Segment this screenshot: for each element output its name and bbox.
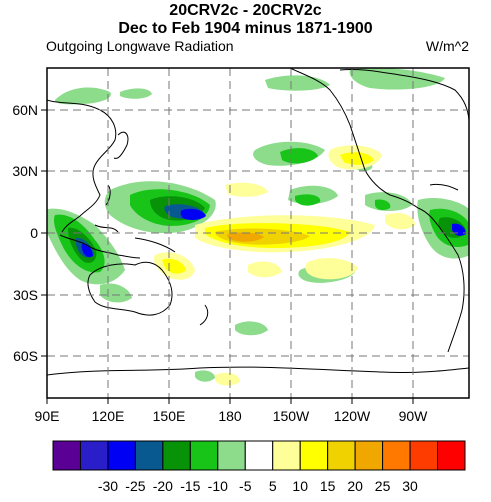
orange-regions bbox=[227, 232, 264, 242]
title-line-2: Dec to Feb 1904 minus 1871-1900 bbox=[118, 20, 373, 37]
colorbar-label: -5 bbox=[239, 478, 252, 494]
lon-label: 150E bbox=[153, 408, 186, 424]
colorbar-label: 30 bbox=[402, 478, 418, 494]
anomaly-shading bbox=[47, 68, 469, 386]
colorbar-label: -30 bbox=[98, 478, 118, 494]
colorbar bbox=[52, 440, 466, 471]
lat-label: 30S bbox=[13, 287, 38, 303]
colorbar-swatch bbox=[409, 440, 439, 471]
colorbar-label: 5 bbox=[269, 478, 277, 494]
units-label: W/m^2 bbox=[425, 38, 469, 54]
colorbar-swatch bbox=[52, 440, 81, 471]
axis-ticks bbox=[41, 109, 414, 404]
colorbar-swatch bbox=[272, 440, 301, 471]
colorbar-swatch bbox=[217, 440, 246, 471]
lat-label: 60N bbox=[12, 102, 38, 118]
colorbar-label: 15 bbox=[320, 478, 336, 494]
colorbar-swatch bbox=[382, 440, 411, 471]
colorbar-label: -15 bbox=[180, 478, 200, 494]
gridlines bbox=[47, 68, 469, 398]
lat-label: 0 bbox=[30, 225, 38, 241]
lon-label: 90W bbox=[399, 408, 429, 424]
colorbar-label: -20 bbox=[153, 478, 173, 494]
colorbar-label: -25 bbox=[125, 478, 145, 494]
lon-label: 90E bbox=[35, 408, 60, 424]
light-yellow-regions bbox=[153, 145, 415, 386]
colorbar-label: 10 bbox=[292, 478, 308, 494]
lon-label: 120W bbox=[334, 408, 371, 424]
latitude-labels: 60N 30N 0 30S 60S bbox=[12, 102, 38, 364]
colorbar-labels: -30 -25 -20 -15 -10 -5 5 10 15 20 25 30 bbox=[98, 478, 418, 494]
colorbar-swatch bbox=[354, 440, 384, 471]
colorbar-swatch bbox=[189, 440, 219, 471]
title-line-1: 20CRV2c - 20CRV2c bbox=[169, 2, 322, 19]
colorbar-swatch bbox=[162, 440, 191, 471]
colorbar-label: 25 bbox=[375, 478, 391, 494]
colorbar-swatch bbox=[107, 440, 136, 471]
colorbar-swatch bbox=[327, 440, 356, 471]
colorbar-swatch bbox=[134, 440, 164, 471]
colorbar-label: -10 bbox=[208, 478, 228, 494]
variable-name: Outgoing Longwave Radiation bbox=[46, 38, 234, 54]
lon-label: 120E bbox=[92, 408, 125, 424]
colorbar-swatch bbox=[299, 440, 329, 471]
longitude-labels: 90E 120E 150E 180 150W 120W 90W bbox=[35, 408, 429, 424]
lon-label: 180 bbox=[218, 408, 242, 424]
colorbar-swatch bbox=[437, 440, 466, 471]
lat-label: 30N bbox=[12, 163, 38, 179]
lon-label: 150W bbox=[273, 408, 310, 424]
colorbar-swatch bbox=[244, 440, 274, 471]
lat-label: 60S bbox=[13, 348, 38, 364]
colorbar-label: 20 bbox=[347, 478, 363, 494]
colorbar-swatch bbox=[79, 440, 109, 471]
